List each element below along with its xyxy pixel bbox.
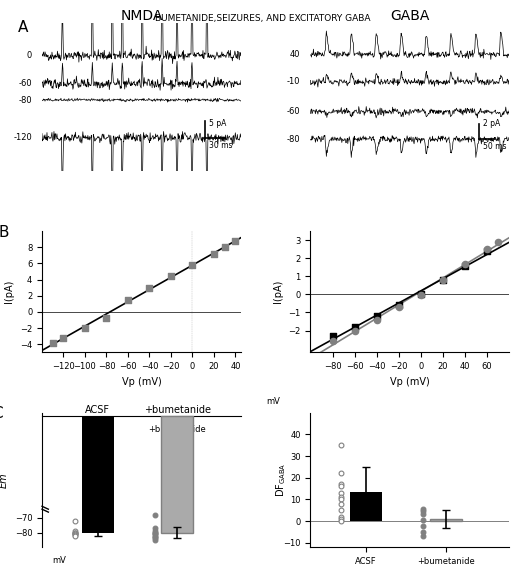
Title: NMDA: NMDA <box>120 9 163 23</box>
Y-axis label: Em: Em <box>0 472 9 488</box>
Y-axis label: I(pA): I(pA) <box>273 280 283 303</box>
Point <box>337 516 345 526</box>
Point <box>151 535 159 544</box>
Text: -80: -80 <box>287 135 300 144</box>
Point <box>145 283 154 292</box>
Point <box>210 249 218 258</box>
Point <box>337 441 345 450</box>
Point <box>167 271 175 280</box>
Point <box>419 532 427 541</box>
Point <box>71 529 80 538</box>
Bar <box>430 519 461 521</box>
Text: 30 ms: 30 ms <box>209 141 233 150</box>
Point <box>373 312 381 321</box>
Point <box>71 527 80 536</box>
Point <box>350 323 359 332</box>
Point <box>461 261 469 270</box>
Point <box>151 524 159 533</box>
Point <box>71 528 80 537</box>
Point <box>151 527 159 536</box>
Text: -60: -60 <box>287 107 300 116</box>
Bar <box>82 416 113 534</box>
Text: -60: -60 <box>18 79 32 88</box>
Title: GABA: GABA <box>390 9 429 23</box>
Text: 5 pA: 5 pA <box>209 119 226 128</box>
Text: -10: -10 <box>287 78 300 87</box>
Point <box>231 237 239 246</box>
Point <box>419 515 427 524</box>
Text: $\mathrm{DF_{GABA}}$: $\mathrm{DF_{GABA}}$ <box>275 463 288 497</box>
Point <box>419 527 427 536</box>
Point <box>188 260 197 270</box>
Point <box>337 482 345 491</box>
Point <box>71 530 80 539</box>
Point <box>220 243 229 252</box>
Point <box>71 531 80 540</box>
Point <box>494 238 502 247</box>
Bar <box>161 416 193 532</box>
Text: 0: 0 <box>27 51 32 60</box>
Text: 2 pA: 2 pA <box>484 120 501 128</box>
Point <box>419 507 427 516</box>
Point <box>461 259 469 268</box>
Text: mV: mV <box>267 397 280 406</box>
Text: C: C <box>0 406 3 421</box>
Point <box>337 488 345 498</box>
Point <box>395 301 403 310</box>
Point <box>328 337 337 346</box>
Point <box>337 515 345 524</box>
Point <box>337 469 345 478</box>
Point <box>59 333 68 342</box>
Point <box>337 495 345 504</box>
Point <box>151 529 159 538</box>
Text: mV: mV <box>52 556 66 565</box>
Point <box>151 528 159 537</box>
Point <box>151 532 159 541</box>
Text: -80: -80 <box>18 96 32 104</box>
Text: 40: 40 <box>290 50 300 59</box>
Point <box>124 295 132 304</box>
Point <box>337 480 345 489</box>
Text: B: B <box>0 225 9 240</box>
X-axis label: Vp (mV): Vp (mV) <box>390 377 429 386</box>
Point <box>483 245 491 254</box>
Point <box>337 492 345 502</box>
Point <box>439 275 447 284</box>
Point <box>102 314 111 323</box>
X-axis label: Vp (mV): Vp (mV) <box>122 377 161 386</box>
Text: BUMETANIDE,SEIZURES, AND EXCITATORY GABA: BUMETANIDE,SEIZURES, AND EXCITATORY GABA <box>155 14 370 23</box>
Text: +bumetanide: +bumetanide <box>144 405 211 416</box>
Point <box>373 315 381 324</box>
Text: ACSF: ACSF <box>85 405 110 416</box>
Point <box>350 326 359 335</box>
Point <box>337 499 345 508</box>
Text: A: A <box>18 20 28 35</box>
Point <box>151 531 159 540</box>
Point <box>71 530 80 539</box>
Point <box>417 290 425 299</box>
Point <box>419 504 427 514</box>
Bar <box>350 492 382 521</box>
Point <box>71 528 80 537</box>
Point <box>483 246 491 255</box>
Point <box>439 275 447 284</box>
Point <box>151 530 159 539</box>
Point <box>337 512 345 522</box>
Point <box>151 511 159 520</box>
Point <box>337 506 345 515</box>
Text: -120: -120 <box>13 133 32 142</box>
Point <box>151 534 159 543</box>
Point <box>48 338 57 347</box>
Point <box>417 291 425 300</box>
Point <box>328 331 337 340</box>
Point <box>395 303 403 312</box>
Point <box>71 516 80 526</box>
Point <box>81 323 89 332</box>
Text: 50 ms: 50 ms <box>484 142 507 151</box>
Y-axis label: I(pA): I(pA) <box>5 280 15 303</box>
Point <box>419 509 427 518</box>
Point <box>419 521 427 530</box>
